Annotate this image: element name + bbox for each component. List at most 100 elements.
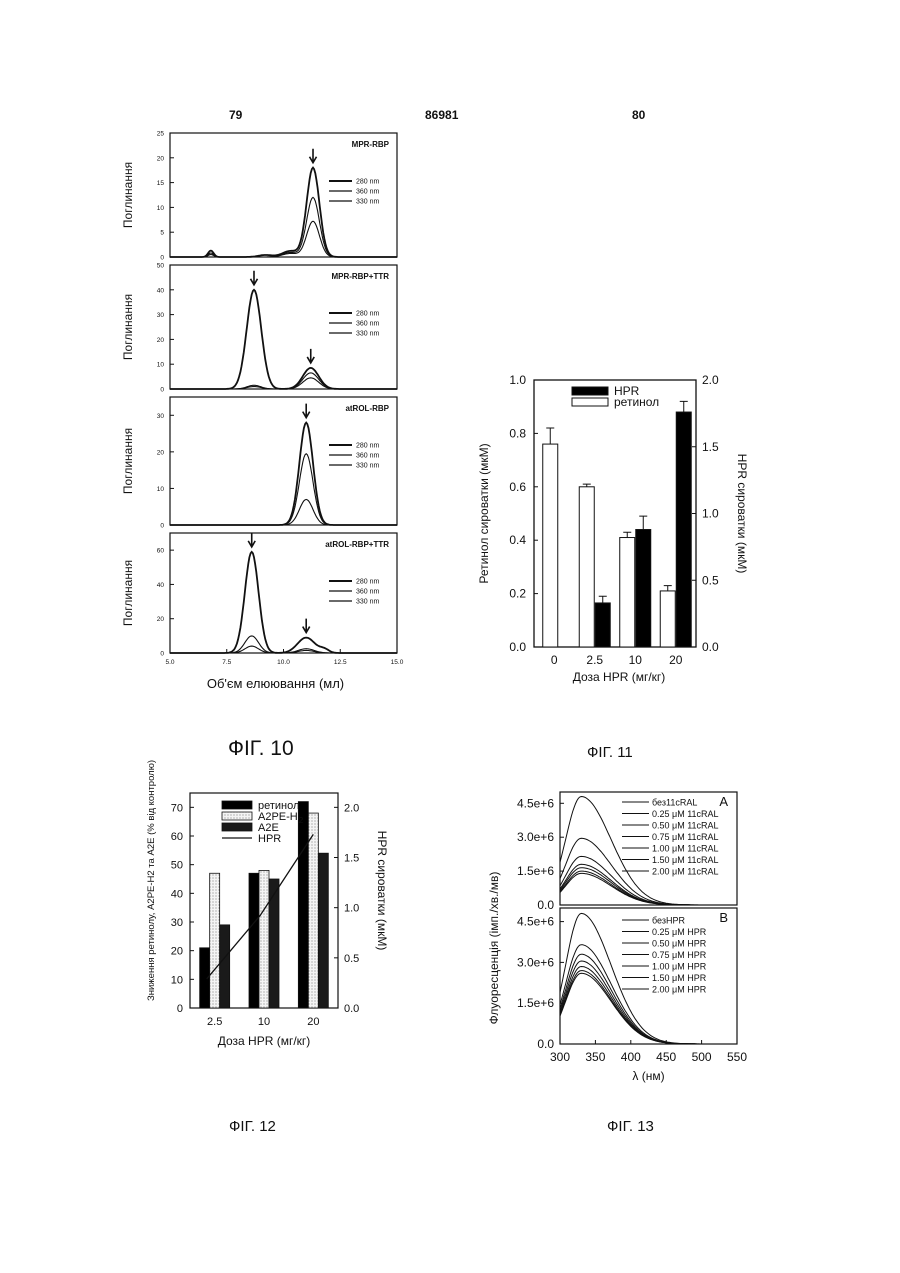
fig13-xtick-label: 550 [727, 1050, 747, 1064]
fig12-ytick-right-label: 2.0 [344, 802, 359, 814]
fig10-xtick-label: 12.5 [334, 659, 347, 666]
fig11-legend-swatch [572, 398, 608, 406]
fig12-bar-a2pe-h2 [308, 813, 318, 1008]
fig11-xtick-label: 2.5 [586, 653, 603, 667]
fig12-ytick-left-label: 50 [171, 860, 183, 872]
fig10-panel-1-ytick-label: 20 [157, 337, 165, 344]
fig12-xtick-label: 10 [258, 1016, 270, 1028]
page-number-right: 80 [632, 108, 645, 122]
fig10-panel-1-legend-label: 360 nm [356, 321, 380, 328]
fig13-panel-1-legend-label: 0.50 μM HPR [652, 939, 707, 949]
fig11-error-bar [599, 596, 607, 603]
fig13-panel-1-series-4 [560, 967, 737, 1045]
fig13-panel-0-legend-label: без11cRAL [652, 798, 697, 808]
fig12-ylabel-left: Зниження ретинолу, A2PE-H2 та A2E (% від… [146, 760, 157, 1001]
fig13-panel-1-series-1 [560, 945, 737, 1044]
fig11-xtick-label: 0 [551, 653, 558, 667]
fig13-panel-1-legend-label: 2.00 μM HPR [652, 985, 707, 995]
fig12-ytick-right-label: 1.5 [344, 853, 359, 865]
fig10-panel-1-ytick-label: 50 [157, 263, 165, 270]
fig13-panel-1-ytick-label: 0.0 [537, 1037, 554, 1051]
fig12-caption: ФІГ. 12 [229, 1118, 276, 1135]
fig13-panel-0-legend-label: 0.50 μM 11cRAL [652, 821, 719, 831]
fig10-panel-3-legend-label: 360 nm [356, 589, 380, 596]
fig11-ytick-left-label: 0.0 [509, 640, 526, 654]
fig10-panel-1-ytick-label: 10 [157, 362, 165, 369]
fig12-bar-a2e [269, 879, 279, 1008]
fig12-legend-swatch [222, 812, 252, 820]
fig10-panel-1-ytick-label: 0 [160, 387, 164, 394]
fig11-bar-retinol [543, 444, 558, 647]
fig13-panel-1-ytick-label: 4.5e+6 [517, 915, 554, 929]
fig11-bar-hpr [636, 530, 651, 647]
fig11-xtick-label: 10 [629, 653, 643, 667]
fig10-panel-2-legend-label: 360 nm [356, 453, 380, 460]
fig13-xtick-label: 300 [550, 1050, 570, 1064]
fig10-panel-0-ytick-label: 15 [157, 180, 165, 187]
fig10-panel-2-ylabel: Поглинання [121, 428, 135, 494]
fig11-error-bar [680, 401, 688, 412]
fig11-caption: ФІГ. 11 [587, 744, 633, 761]
fig12-legend-subscript: 2 [299, 816, 304, 825]
fig10-panel-0-ytick-label: 5 [160, 230, 164, 237]
fig12-ytick-left-label: 70 [171, 802, 183, 814]
fig10-panel-0-ylabel: Поглинання [121, 162, 135, 228]
fig11-bar-hpr [676, 412, 691, 647]
fig10-panel-2-title: atROL-RBP [345, 404, 389, 413]
fig10-panel-3-ytick-label: 40 [157, 582, 165, 589]
fig10-panel-2-legend-label: 280 nm [356, 443, 380, 450]
fig10-panel-1-series-1 [170, 373, 397, 389]
fig10-panel-2-legend-label: 330 nm [356, 463, 380, 470]
fig11-ytick-left-label: 0.8 [509, 426, 526, 440]
fig11-bar-retinol [660, 591, 675, 647]
fig12-legend-label: HPR [258, 833, 281, 845]
fig11-ytick-left-label: 0.6 [509, 480, 526, 494]
fig10-panel-2-arrow [303, 404, 310, 418]
fig10-panel-1-ytick-label: 30 [157, 312, 165, 319]
fig10-panel-2-series-0 [170, 423, 397, 525]
fig10-xtick-label: 5.0 [165, 659, 174, 666]
patent-number: 86981 [425, 108, 458, 122]
fig12-legend-swatch [222, 801, 252, 809]
fig12-bar-a2e [220, 925, 230, 1008]
fig13-panel-1-series-0 [560, 913, 737, 1044]
fig13-panel-0-legend-label: 2.00 μM 11cRAL [652, 867, 719, 877]
fig13-xtick-label: 500 [692, 1050, 712, 1064]
fig10-panel-1-ytick-label: 40 [157, 287, 165, 294]
fig12-ytick-right-label: 1.0 [344, 903, 359, 915]
fig13-panel-1-ytick-label: 1.5e+6 [517, 996, 554, 1010]
fig11-error-bar [639, 516, 647, 529]
fig12-ytick-right-label: 0.0 [344, 1003, 359, 1015]
fig10-panel-3-ytick-label: 20 [157, 616, 165, 623]
fig13-panel-1-frame [560, 908, 737, 1044]
fig11-ytick-left-label: 1.0 [509, 373, 526, 387]
fig13-panel-0-legend-label: 1.50 μM 11cRAL [652, 855, 719, 865]
fig10-panel-1-series-2 [170, 378, 397, 389]
fig10-panel-0-legend-label: 360 nm [356, 189, 380, 196]
fig11-ytick-right-label: 1.0 [702, 507, 719, 521]
fig12-bar-retinol [298, 802, 308, 1008]
page-number-left: 79 [229, 108, 242, 122]
fig10-panel-0-series-1 [170, 197, 397, 257]
fig10-panel-3-ytick-label: 0 [160, 651, 164, 658]
fig10-panel-1-ylabel: Поглинання [121, 294, 135, 360]
fig11-ytick-right-label: 2.0 [702, 373, 719, 387]
fig12-bar-a2pe-h2 [259, 870, 269, 1008]
fig13-panel-1-legend-label: 0.75 μM HPR [652, 950, 707, 960]
fig10-panel-1-arrow [307, 349, 314, 363]
fig10-panel-0-legend-label: 280 nm [356, 179, 380, 186]
fig12-ytick-left-label: 30 [171, 917, 183, 929]
fig12-ytick-left-label: 60 [171, 831, 183, 843]
fig13-panel-1-legend-label: 0.25 μM HPR [652, 927, 707, 937]
fig12-bar-chart: 0102030405060700.00.51.01.52.02.51020рет… [140, 745, 420, 1045]
fig13-panel-1-series-5 [560, 971, 737, 1044]
fig10-panel-3-arrow [303, 619, 310, 633]
fig13-panel-1-legend-label: 1.00 μM HPR [652, 962, 707, 972]
fig10-panel-3-title: atROL-RBP+TTR [325, 540, 389, 549]
fig10-chromatogram-chart: 0510152025MPR-RBP280 nm360 nm330 nmПогли… [120, 125, 410, 705]
fig13-panel-1-legend-label: безHPR [652, 916, 685, 926]
fig11-ylabel-right: HPR сироватки (мкМ) [735, 454, 749, 574]
fig12-ytick-left-label: 0 [177, 1003, 183, 1015]
fig11-ytick-right-label: 1.5 [702, 440, 719, 454]
fig11-ytick-left-label: 0.4 [509, 533, 526, 547]
